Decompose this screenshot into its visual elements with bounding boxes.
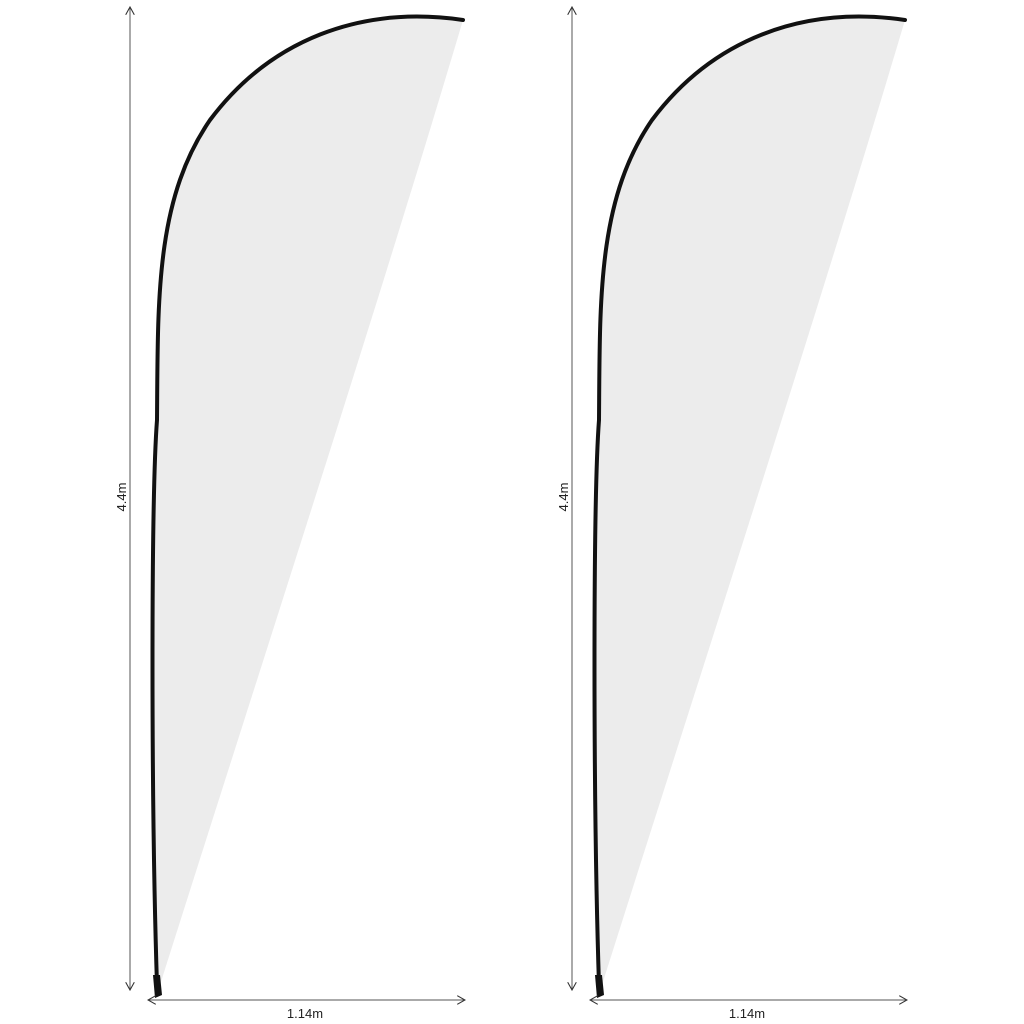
- flag-2-fabric: [593, 16, 905, 991]
- flag-2: 4.4m 1.14m: [556, 7, 907, 1021]
- flag-2-height-label: 4.4m: [556, 483, 571, 512]
- flag-1: 4.4m 1.14m: [114, 7, 465, 1021]
- flag-2-pole: [592, 14, 907, 987]
- flag-1-fabric: [151, 16, 463, 991]
- flag-1-width-label: 1.14m: [287, 1006, 323, 1021]
- flag-1-height-label: 4.4m: [114, 483, 129, 512]
- flag-1-pole: [150, 14, 465, 987]
- flag-2-width-label: 1.14m: [729, 1006, 765, 1021]
- flag-1-pole-foot: [153, 975, 162, 998]
- flag-2-pole-foot: [595, 975, 604, 998]
